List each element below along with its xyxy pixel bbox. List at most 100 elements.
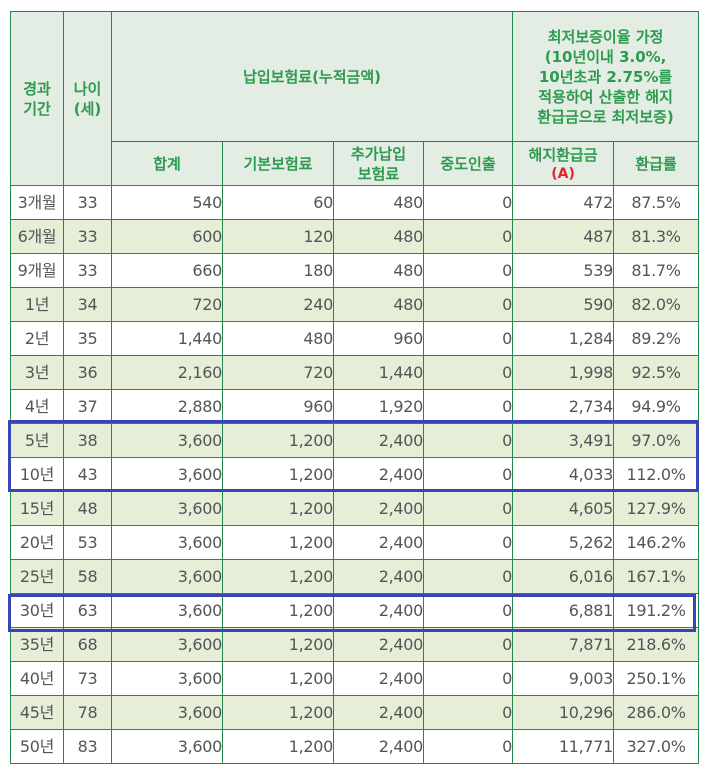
header-total: 합계: [111, 141, 223, 186]
cell-total: 600: [111, 219, 223, 254]
cell-extra: 480: [333, 287, 424, 322]
cell-base: 1,200: [222, 525, 334, 560]
cell-age: 58: [63, 559, 112, 594]
table-row: 1년 34 720 240 480 0 590 82.0%: [10, 287, 700, 322]
header-guarantee-group: 최저보증이율 가정 (10년이내 3.0%, 10년초과 2.75%를 적용하여…: [512, 11, 700, 142]
header-refund-rate: 환급률: [613, 141, 700, 186]
cell-total: 3,600: [111, 661, 223, 696]
cell-period: 45년: [10, 695, 64, 730]
cell-base: 1,200: [222, 729, 334, 764]
cell-extra: 2,400: [333, 525, 424, 560]
cell-extra: 2,400: [333, 491, 424, 526]
cell-surrender: 4,033: [512, 457, 615, 492]
cell-withdrawal: 0: [422, 457, 514, 492]
cell-surrender: 6,881: [512, 593, 615, 628]
cell-surrender: 11,771: [512, 729, 615, 764]
cell-extra: 1,920: [333, 389, 424, 424]
table-row: 3년 36 2,160 720 1,440 0 1,998 92.5%: [10, 355, 700, 390]
table-row: 35년 68 3,600 1,200 2,400 0 7,871 218.6%: [10, 627, 700, 662]
cell-rate: 191.2%: [613, 593, 700, 628]
cell-age: 48: [63, 491, 112, 526]
cell-base: 1,200: [222, 457, 334, 492]
cell-age: 35: [63, 321, 112, 356]
table-row: 3개월 33 540 60 480 0 472 87.5%: [10, 185, 700, 220]
cell-period: 50년: [10, 729, 64, 764]
cell-rate: 250.1%: [613, 661, 700, 696]
cell-total: 3,600: [111, 627, 223, 662]
header-age: 나이 (세): [63, 11, 112, 186]
cell-base: 1,200: [222, 695, 334, 730]
cell-base: 960: [222, 389, 334, 424]
cell-withdrawal: 0: [422, 491, 514, 526]
header-premium-group: 납입보험료(누적금액): [110, 11, 514, 142]
cell-withdrawal: 0: [422, 219, 514, 254]
cell-withdrawal: 0: [422, 253, 514, 288]
cell-extra: 2,400: [333, 593, 424, 628]
cell-total: 3,600: [111, 491, 223, 526]
cell-rate: 112.0%: [613, 457, 700, 492]
table-row: 2년 35 1,440 480 960 0 1,284 89.2%: [10, 321, 700, 356]
cell-withdrawal: 0: [422, 287, 514, 322]
cell-period: 3년: [10, 355, 64, 390]
cell-rate: 81.3%: [613, 219, 700, 254]
cell-base: 180: [222, 253, 334, 288]
cell-extra: 2,400: [333, 661, 424, 696]
cell-base: 480: [222, 321, 334, 356]
cell-extra: 2,400: [333, 627, 424, 662]
cell-base: 60: [222, 185, 334, 220]
cell-period: 9개월: [10, 253, 64, 288]
cell-age: 63: [63, 593, 112, 628]
cell-base: 1,200: [222, 559, 334, 594]
cell-age: 43: [63, 457, 112, 492]
cell-extra: 2,400: [333, 423, 424, 458]
cell-total: 3,600: [111, 457, 223, 492]
cell-age: 38: [63, 423, 112, 458]
cell-period: 10년: [10, 457, 64, 492]
header-extra-premium: 추가납입 보험료: [333, 141, 424, 186]
surrender-value-table: 경과 기간 나이 (세) 납입보험료(누적금액) 최저보증이율 가정 (10년이…: [10, 11, 700, 764]
cell-base: 240: [222, 287, 334, 322]
cell-base: 1,200: [222, 423, 334, 458]
table-row: 45년 78 3,600 1,200 2,400 0 10,296 286.0%: [10, 695, 700, 730]
cell-surrender: 1,284: [512, 321, 615, 356]
cell-age: 33: [63, 185, 112, 220]
cell-age: 34: [63, 287, 112, 322]
cell-withdrawal: 0: [422, 593, 514, 628]
cell-withdrawal: 0: [422, 559, 514, 594]
cell-withdrawal: 0: [422, 185, 514, 220]
cell-rate: 81.7%: [613, 253, 700, 288]
cell-extra: 2,400: [333, 695, 424, 730]
cell-extra: 1,440: [333, 355, 424, 390]
cell-rate: 146.2%: [613, 525, 700, 560]
cell-base: 120: [222, 219, 334, 254]
cell-age: 33: [63, 219, 112, 254]
cell-period: 6개월: [10, 219, 64, 254]
cell-rate: 167.1%: [613, 559, 700, 594]
cell-surrender: 2,734: [512, 389, 615, 424]
cell-period: 15년: [10, 491, 64, 526]
cell-age: 68: [63, 627, 112, 662]
cell-rate: 127.9%: [613, 491, 700, 526]
cell-total: 2,160: [111, 355, 223, 390]
cell-total: 3,600: [111, 525, 223, 560]
cell-total: 3,600: [111, 729, 223, 764]
table-row: 4년 37 2,880 960 1,920 0 2,734 94.9%: [10, 389, 700, 424]
table-row: 10년 43 3,600 1,200 2,400 0 4,033 112.0%: [10, 457, 700, 492]
header-period: 경과 기간: [10, 11, 64, 186]
cell-total: 720: [111, 287, 223, 322]
table-row: 6개월 33 600 120 480 0 487 81.3%: [10, 219, 700, 254]
cell-total: 3,600: [111, 423, 223, 458]
cell-period: 40년: [10, 661, 64, 696]
cell-surrender: 539: [512, 253, 615, 288]
cell-withdrawal: 0: [422, 627, 514, 662]
cell-rate: 94.9%: [613, 389, 700, 424]
cell-rate: 97.0%: [613, 423, 700, 458]
cell-total: 1,440: [111, 321, 223, 356]
cell-age: 83: [63, 729, 112, 764]
cell-rate: 92.5%: [613, 355, 700, 390]
table-row: 5년 38 3,600 1,200 2,400 0 3,491 97.0%: [10, 423, 700, 458]
cell-rate: 87.5%: [613, 185, 700, 220]
cell-withdrawal: 0: [422, 695, 514, 730]
cell-extra: 2,400: [333, 729, 424, 764]
cell-withdrawal: 0: [422, 389, 514, 424]
